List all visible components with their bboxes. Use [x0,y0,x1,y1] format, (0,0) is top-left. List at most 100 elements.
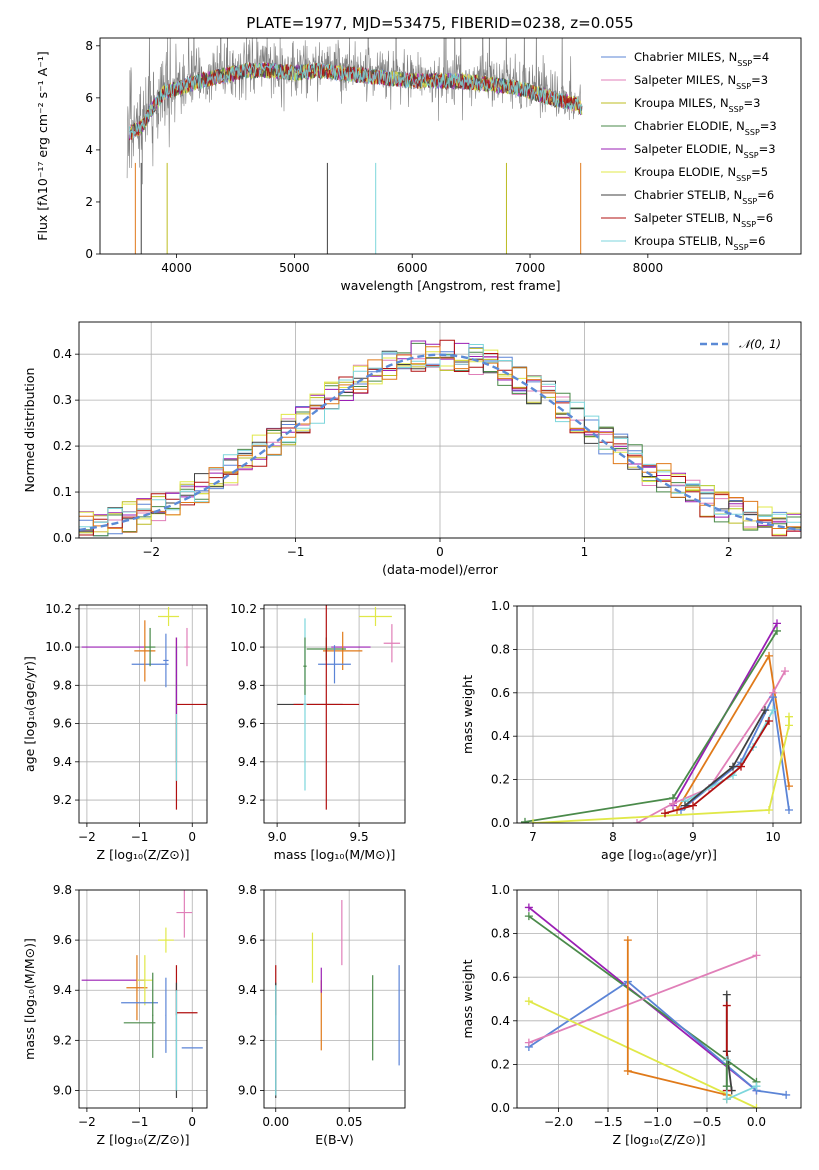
mass_vs_ebv-xtick-label: 0.05 [336,1115,363,1129]
weight_vs_Z-xtick-label: 0.0 [747,1115,766,1129]
weight-marker-kS [752,1082,761,1091]
mass_vs_ebv-ytick-label: 9.2 [238,1033,257,1047]
weight-marker-kE [785,712,793,721]
weight-marker-kS [769,706,777,715]
mass_vs_Z-xtick-label: −2 [78,1115,96,1129]
mass_vs_ebv-xlabel: E(B-V) [315,1132,354,1147]
panel-mass_vs_ebv: 0.00 0.05 9.0 9.2 9.4 9.6 9.8 E(B-V) [238,883,406,1147]
weight-marker-orange [623,936,632,945]
mass_vs_Z-ylabel: mass [log₁₀(M/M⊙)] [22,938,37,1060]
weight_vs_Z-ytick-label: 0.6 [491,970,510,984]
panel-age_vs_Z: −2 −1 0 9.2 9.4 9.6 9.8 10.0 10.2 Z [log₁₀(Z/Z⊙)]… [22,602,208,862]
age_vs_mass-ytick-label: 9.2 [238,793,257,807]
legend-entry: Salpeter STELIB, NSSP=6 [634,211,773,229]
weight_vs_Z-ytick-label: 0.0 [491,1101,510,1115]
weight-line-cM [680,694,790,811]
panel-age_vs_mass: 9.0 9.5 9.2 9.4 9.6 9.8 10.0 10.2 mass [log₁₀(M/… [230,602,406,862]
residuals-xlabel: (data-model)/error [382,562,499,577]
residuals-ytick-label: 0.0 [53,531,72,545]
weight-marker-sE [773,619,781,628]
spectrum-xtick-label: 8000 [633,261,664,275]
panel-spectrum: 4000 5000 6000 7000 8000 0 2 4 6 8 wavelength [Ang… [35,37,802,293]
spectrum-frame [99,37,802,255]
age_vs_Z-grid [79,605,207,823]
spectrum-xlabel: wavelength [Angstrom, rest frame] [340,278,560,293]
mass_vs_ebv-axes: 0.00 0.05 9.0 9.2 9.4 9.6 9.8 E(B-V) [238,883,406,1147]
weight_vs_age-xtick-label: 10 [765,830,780,844]
weight_vs_Z-ytick-label: 0.4 [491,1014,510,1028]
weight-marker-sE [524,903,533,912]
spectrum-xtick-label: 6000 [397,261,428,275]
age_vs_mass-xtick-label: 9.0 [268,830,287,844]
mass_vs_ebv-grid [264,889,405,1108]
residual-legend: 𝒩(0, 1) [700,337,781,351]
weight-marker-cE [773,626,781,635]
residuals-xtick-label: 1 [581,545,589,559]
legend-entry: Kroupa STELIB, NSSP=6 [634,234,765,252]
weight-marker-sS [661,809,669,818]
weight_vs_Z-ytick-label: 1.0 [491,883,510,897]
weight_vs_Z-xtick-label: −0.5 [692,1115,721,1129]
spectrum-xtick-label: 7000 [515,261,546,275]
mass_vs_Z-ytick-label: 9.6 [53,933,72,947]
residuals-ytick-label: 0.2 [53,439,72,453]
residuals-plot-area [79,339,801,537]
weight_vs_Z-ylabel: mass weight [460,959,475,1038]
age_vs_Z-xtick-label: −2 [78,830,96,844]
weight_vs_Z-axes: −2.0 −1.5 −1.0 −0.5 0.0 0.0 0.2 0.4 0.6 0.8 1.0 Z [… [460,883,802,1147]
weight-line-kE [528,1000,757,1108]
weight-marker-orange [765,651,773,660]
mass_vs_ebv-ytick-label: 9.4 [238,983,257,997]
age_vs_Z-ytick-label: 10.0 [45,640,72,654]
residuals-xtick-label: 2 [725,545,733,559]
weight-marker-cE [524,912,533,921]
spectrum-ytick-label: 4 [85,143,93,157]
age_vs_mass-ytick-label: 10.2 [230,602,257,616]
residuals-ylabel: Normed distribution [22,368,37,493]
panel-weight_vs_age: 7 8 9 10 0.0 0.2 0.4 0.6 0.8 1.0 age [log₁₀(age/yr… [460,599,802,862]
age_vs_Z-ylabel: age [log₁₀(age/yr)] [22,656,37,772]
age_vs_mass-frame [263,604,406,824]
spectrum-xtick-label: 4000 [161,261,192,275]
age_vs_mass-axes: 9.0 9.5 9.2 9.4 9.6 9.8 10.0 10.2 mass [log₁₀(M/… [230,602,406,862]
weight-line-orange [676,653,790,811]
weight_vs_age-axes: 7 8 9 10 0.0 0.2 0.4 0.6 0.8 1.0 age [log₁₀(age/yr… [460,599,802,862]
residuals-ytick-label: 0.3 [53,393,72,407]
weight-marker-kS [722,1095,731,1104]
weight-marker-sM [781,667,789,676]
weight-marker-sS [765,717,773,726]
mass_vs_Z-plot-area [81,890,203,1098]
weight_vs_Z-xlabel: Z [log₁₀(Z/Z⊙)] [613,1132,706,1147]
weight-marker-cS [722,990,731,999]
weight-marker-cS [761,706,769,715]
age_vs_mass-ytick-label: 9.6 [238,717,257,731]
age_vs_mass-ytick-label: 9.8 [238,678,257,692]
weight_vs_Z-plot-area [524,903,791,1108]
mass_vs_ebv-xtick-label: 0.00 [262,1115,289,1129]
weight-marker-cM [782,1090,791,1099]
weight_vs_age-xtick-label: 7 [529,830,537,844]
weight_vs_Z-xtick-label: −1.0 [643,1115,672,1129]
mass_vs_Z-grid [79,889,207,1108]
weight-marker-sS [689,801,697,810]
age_vs_mass-ytick-label: 10.0 [230,640,257,654]
age_vs_Z-axes: −2 −1 0 9.2 9.4 9.6 9.8 10.0 10.2 Z [log₁₀(Z/Z⊙)]… [22,602,208,862]
age_vs_Z-plot-area [81,606,207,810]
age_vs_Z-xlabel: Z [log₁₀(Z/Z⊙)] [97,847,190,862]
residuals-ytick-label: 0.1 [53,485,72,499]
mass_vs_Z-ytick-label: 9.8 [53,883,72,897]
weight-line-orange [626,940,728,1100]
panel-mass_vs_Z: −2 −1 0 9.0 9.2 9.4 9.6 9.8 Z [log₁₀(Z/Z⊙)] mass … [22,883,208,1147]
weight-marker-sM [524,1038,533,1047]
residuals-xtick-label: −1 [287,545,305,559]
weight_vs_age-frame [516,605,802,824]
weight-marker-cS [729,762,737,771]
weight_vs_age-plot-area [521,619,793,823]
mass_vs_ebv-ytick-label: 9.8 [238,883,257,897]
panel-weight_vs_Z: −2.0 −1.5 −1.0 −0.5 0.0 0.0 0.2 0.4 0.6 0.8 1.0 Z [… [460,883,802,1147]
weight-line-sS [664,720,770,815]
age_vs_Z-ytick-label: 10.2 [45,602,72,616]
age_vs_Z-frame [78,604,208,824]
weight_vs_age-ytick-label: 0.6 [491,686,510,700]
